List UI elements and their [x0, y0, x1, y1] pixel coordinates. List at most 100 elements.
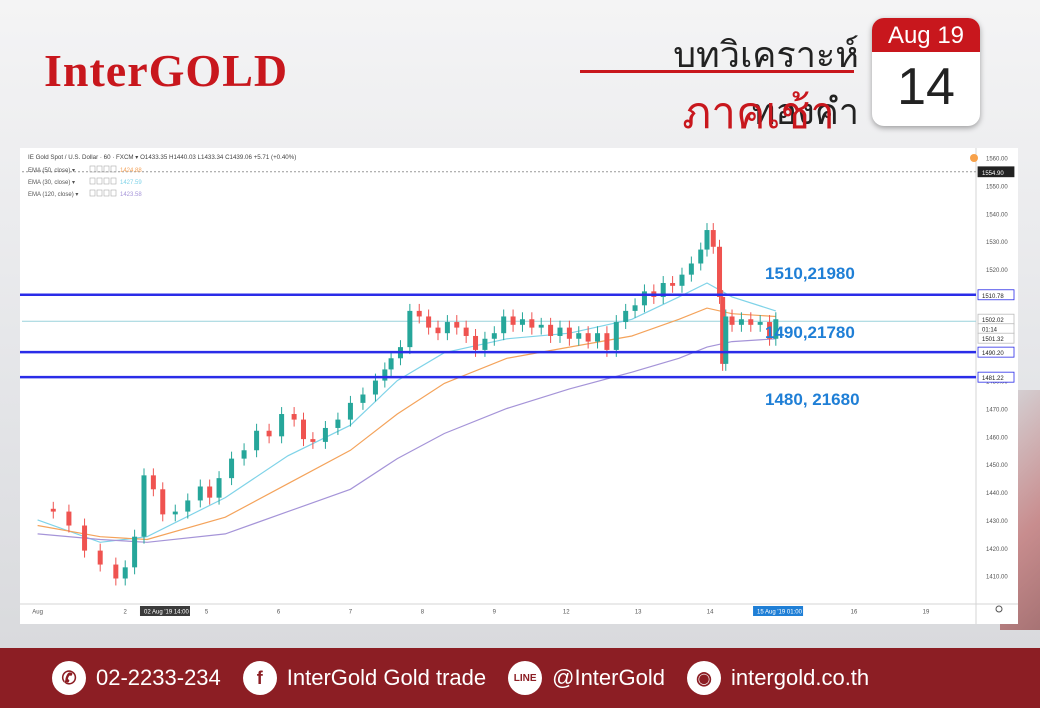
candle-body	[172, 511, 178, 515]
candle-body	[372, 380, 378, 395]
indicator-control-icon	[103, 189, 110, 197]
candle-body	[688, 263, 694, 275]
footer-line-text: @InterGold	[552, 665, 665, 690]
level-label: 1510,21980	[765, 264, 855, 283]
price-badge	[977, 166, 1015, 178]
candle-body	[710, 230, 716, 247]
indicator-control-icon	[110, 189, 117, 197]
candle-body	[660, 283, 666, 297]
footer-website[interactable]: ◉ intergold.co.th	[686, 661, 869, 695]
chart-info-line: IE Gold Spot / U.S. Dollar · 60 · FXCM ▾…	[28, 154, 296, 161]
price-badge-label: 1481.22	[982, 376, 1004, 382]
level-label: 1480, 21680	[765, 390, 860, 409]
line-icon: LINE	[508, 661, 543, 695]
price-badge	[977, 371, 1015, 383]
x-tick-label: 02 Aug '19 14:00	[144, 610, 190, 616]
candle-body	[254, 430, 260, 451]
y-tick-label: 1480.00	[986, 380, 1008, 386]
y-tick-label: 1530.00	[986, 240, 1008, 246]
ema-line	[37, 282, 776, 543]
candle-body	[150, 475, 156, 490]
x-tick-label: 7	[349, 610, 353, 616]
candle-body	[310, 439, 316, 442]
footer-line[interactable]: LINE @InterGold	[508, 661, 665, 695]
indicator-control-icon	[89, 177, 96, 185]
candle-body	[66, 511, 72, 526]
candle-body	[773, 319, 779, 339]
price-badge-label: 1502.02	[982, 318, 1004, 324]
candle-body	[454, 322, 460, 328]
indicator-control-icon	[110, 165, 117, 173]
candle-body	[388, 358, 394, 370]
page-title: บทวิเคราะห์ทองคำ	[673, 34, 859, 132]
price-badge-label: 1510.78	[982, 294, 1004, 300]
y-tick-label: 1550.00	[986, 184, 1008, 190]
candle-body	[698, 249, 704, 264]
x-tick-label: 16	[851, 610, 858, 616]
phone-icon: ✆	[52, 661, 86, 695]
calendar-day: 14	[897, 58, 955, 116]
price-badge-label: 1501.32	[982, 337, 1004, 343]
candle-body	[519, 319, 525, 325]
page-subtitle: ภาคเช้า	[682, 89, 835, 138]
candle-body	[122, 567, 128, 579]
candle-body	[435, 327, 441, 334]
indicator-control-icon	[110, 177, 117, 185]
candle-body	[97, 550, 103, 565]
footer: ✆ 02-2233-234 f InterGold Gold trade LIN…	[0, 648, 1040, 708]
x-tick-label: 19	[923, 610, 930, 616]
indicator-control-icon	[89, 165, 96, 173]
candle-body	[141, 475, 147, 537]
brand-logo: InterGOLD	[44, 45, 289, 96]
indicator-control-icon	[103, 165, 110, 173]
candle-body	[322, 427, 328, 442]
chart-svg: 1560.00 1550.00 1540.00 1530.00 1520.00 1510.…	[20, 148, 1018, 624]
candle-body	[482, 338, 488, 350]
candle-body	[241, 450, 247, 459]
candle-body	[426, 316, 432, 328]
y-tick-label: 1430.00	[986, 519, 1008, 525]
x-tick-label: Aug	[32, 610, 43, 616]
candle-body	[720, 296, 726, 364]
y-tick-label: 1470.00	[986, 407, 1008, 413]
indicator-control-icon	[96, 189, 103, 197]
candle-body	[491, 333, 497, 339]
price-badge-label: 1554.90	[982, 171, 1004, 177]
x-tick-label: 15 Aug '19 01:00	[757, 610, 803, 616]
candle-body	[382, 369, 388, 381]
indicator-label: EMA (50, close) ▾	[28, 168, 75, 174]
price-badge-label: 01:14	[982, 328, 998, 334]
y-tick-label: 1420.00	[986, 547, 1008, 553]
candle-body	[279, 414, 285, 437]
price-badge	[977, 346, 1015, 358]
indicator-control-icon	[103, 177, 110, 185]
candle-body	[729, 316, 735, 325]
indicator-control-icon	[96, 165, 103, 173]
y-tick-label: 1560.00	[986, 157, 1008, 163]
candle-body	[585, 333, 591, 342]
candle-body	[463, 327, 469, 336]
calendar-badge: Aug 19 14	[872, 18, 980, 126]
candle-body	[723, 316, 729, 364]
y-tick-label: 1520.00	[986, 268, 1008, 274]
facebook-icon: f	[242, 661, 277, 695]
candle-body	[738, 319, 744, 325]
candle-body	[50, 508, 56, 512]
x-tick-label: 6	[277, 610, 281, 616]
candle-body	[529, 319, 535, 328]
footer-facebook[interactable]: f InterGold Gold trade	[242, 661, 486, 695]
candle-body	[510, 316, 516, 325]
footer-phone[interactable]: ✆ 02-2233-234	[52, 661, 221, 695]
x-tick-label: 5	[205, 610, 209, 616]
price-chart: 1560.00 1550.00 1540.00 1530.00 1520.00 1510.…	[20, 148, 1018, 624]
x-tick-badge	[753, 606, 804, 616]
candle-body	[266, 430, 272, 437]
candle-body	[595, 333, 601, 342]
candle-body	[229, 458, 235, 479]
candle-body	[717, 246, 723, 297]
candle-body	[132, 536, 138, 568]
candle-body	[82, 525, 88, 551]
candle-body	[679, 274, 685, 286]
alert-dot-icon	[970, 154, 978, 162]
price-badge	[977, 332, 1015, 344]
